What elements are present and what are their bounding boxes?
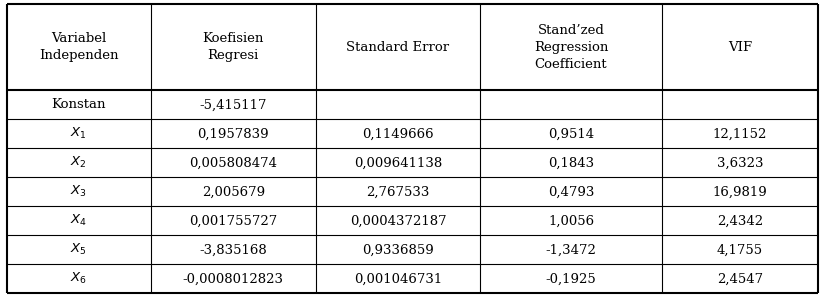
Text: 0,1149666: 0,1149666 — [363, 127, 433, 140]
Text: $X_2$: $X_2$ — [70, 155, 87, 170]
Text: 0,001755727: 0,001755727 — [189, 214, 278, 227]
Text: 12,1152: 12,1152 — [713, 127, 767, 140]
Text: 2,767533: 2,767533 — [367, 185, 429, 198]
Text: 0,4793: 0,4793 — [548, 185, 594, 198]
Text: Standard Error: Standard Error — [346, 41, 450, 54]
Text: 0,9514: 0,9514 — [548, 127, 594, 140]
Text: 2,4547: 2,4547 — [717, 272, 763, 285]
Text: -0,1925: -0,1925 — [545, 272, 597, 285]
Text: 0,005808474: 0,005808474 — [190, 156, 277, 169]
Text: -0,0008012823: -0,0008012823 — [183, 272, 283, 285]
Text: 1,0056: 1,0056 — [548, 214, 594, 227]
Text: 0,9336859: 0,9336859 — [362, 243, 434, 256]
Text: Konstan: Konstan — [51, 98, 106, 111]
Text: $X_6$: $X_6$ — [70, 271, 87, 287]
Text: 0,001046731: 0,001046731 — [353, 272, 442, 285]
Text: 0,0004372187: 0,0004372187 — [349, 214, 447, 227]
Text: $X_3$: $X_3$ — [70, 184, 87, 200]
Text: VIF: VIF — [728, 41, 752, 54]
Text: $X_5$: $X_5$ — [70, 242, 87, 258]
Text: Stand’zed
Regression
Coefficient: Stand’zed Regression Coefficient — [534, 24, 608, 71]
Text: 0,1843: 0,1843 — [548, 156, 594, 169]
Text: 4,1755: 4,1755 — [717, 243, 763, 256]
Text: Variabel
Independen: Variabel Independen — [39, 32, 119, 62]
Text: 3,6323: 3,6323 — [717, 156, 763, 169]
Text: $X_4$: $X_4$ — [70, 213, 87, 229]
Text: 2,005679: 2,005679 — [202, 185, 265, 198]
Text: 0,1957839: 0,1957839 — [198, 127, 269, 140]
Text: -3,835168: -3,835168 — [199, 243, 267, 256]
Text: 16,9819: 16,9819 — [713, 185, 767, 198]
Text: 2,4342: 2,4342 — [717, 214, 763, 227]
Text: 0,009641138: 0,009641138 — [353, 156, 442, 169]
Text: -5,415117: -5,415117 — [199, 98, 267, 111]
Text: -1,3472: -1,3472 — [545, 243, 597, 256]
Text: $X_1$: $X_1$ — [70, 126, 87, 141]
Text: Koefisien
Regresi: Koefisien Regresi — [203, 32, 264, 62]
